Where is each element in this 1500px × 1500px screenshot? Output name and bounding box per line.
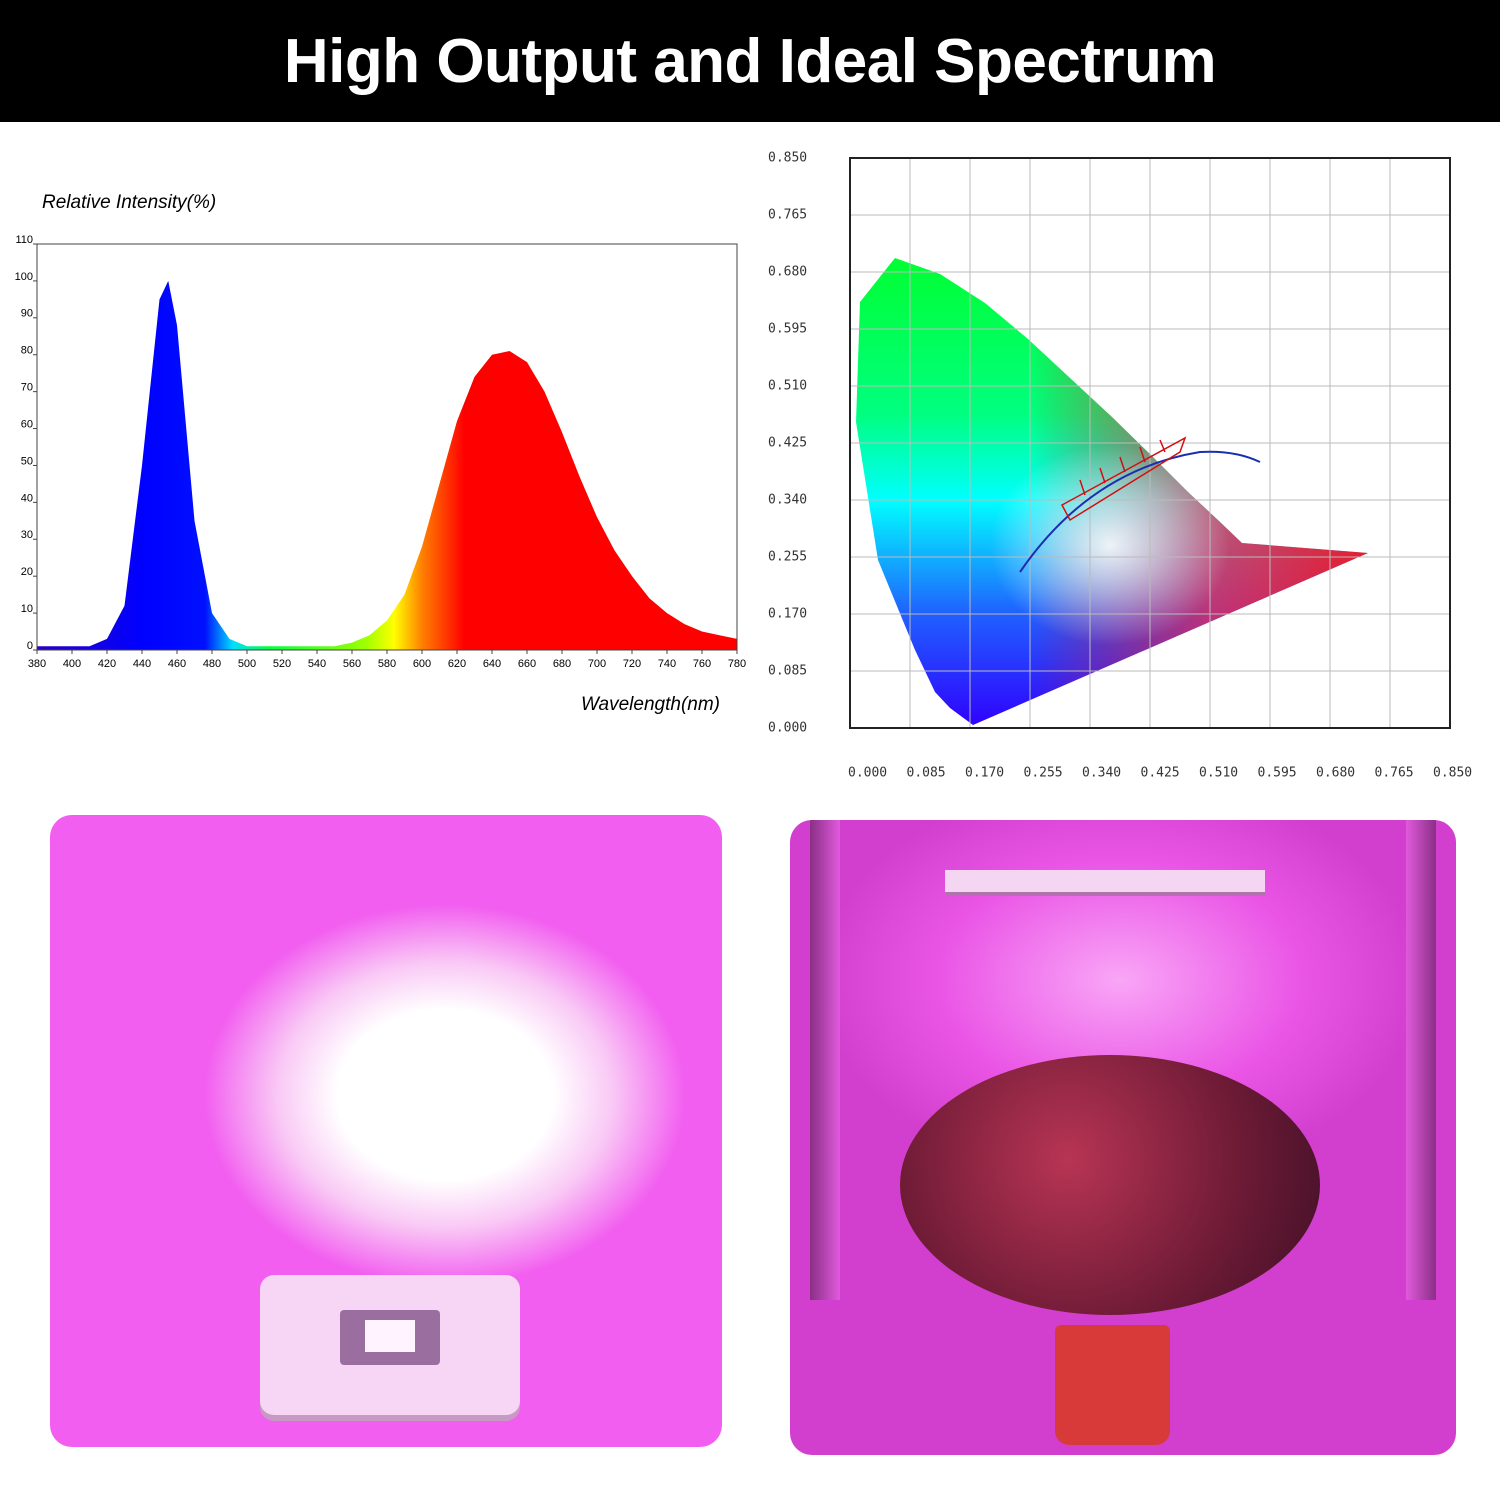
y-tick-label: 100 — [15, 271, 33, 283]
y-tick-label: 70 — [21, 382, 33, 394]
x-tick-label: 460 — [168, 658, 186, 670]
x-tick-label: 0.255 — [1024, 766, 1063, 781]
y-tick-label: 0.085 — [768, 664, 807, 679]
x-tick-label: 700 — [588, 658, 606, 670]
x-tick-label: 780 — [728, 658, 746, 670]
x-tick-label: 400 — [63, 658, 81, 670]
lamp-panel — [945, 870, 1265, 892]
gamut-white — [990, 445, 1230, 645]
x-tick-label: 0.850 — [1433, 766, 1472, 781]
x-tick-label: 480 — [203, 658, 221, 670]
y-tick-label: 0.255 — [768, 550, 807, 565]
x-tick-label: 0.680 — [1316, 766, 1355, 781]
x-tick-label: 500 — [238, 658, 256, 670]
photo-lamp — [50, 815, 722, 1447]
x-tick-label: 740 — [658, 658, 676, 670]
y-tick-label: 90 — [21, 308, 33, 320]
y-tick-label: 30 — [21, 529, 33, 541]
x-tick-label: 640 — [483, 658, 501, 670]
y-tick-label: 0.510 — [768, 379, 807, 394]
x-tick-label: 560 — [343, 658, 361, 670]
tent-right — [1406, 820, 1436, 1300]
y-axis-label: Relative Intensity(%) — [42, 192, 216, 213]
x-tick-label: 380 — [28, 658, 46, 670]
x-tick-label: 760 — [693, 658, 711, 670]
x-axis-label: Wavelength(nm) — [581, 694, 720, 715]
x-tick-label: 580 — [378, 658, 396, 670]
y-tick-label: 0.850 — [768, 151, 807, 166]
x-tick-label: 680 — [553, 658, 571, 670]
x-tick-label: 660 — [518, 658, 536, 670]
y-tick-label: 0.765 — [768, 208, 807, 223]
y-tick-label: 0.170 — [768, 607, 807, 622]
x-tick-label: 0.510 — [1199, 766, 1238, 781]
x-tick-label: 0.340 — [1082, 766, 1121, 781]
page-title: High Output and Ideal Spectrum — [0, 0, 1500, 122]
x-tick-label: 0.000 — [848, 766, 887, 781]
x-tick-label: 420 — [98, 658, 116, 670]
y-tick-label: 0.425 — [768, 436, 807, 451]
y-tick-label: 50 — [21, 455, 33, 467]
x-tick-label: 0.595 — [1258, 766, 1297, 781]
x-tick-label: 720 — [623, 658, 641, 670]
photo-plant — [790, 820, 1456, 1455]
lamp-led — [365, 1320, 415, 1352]
x-tick-label: 520 — [273, 658, 291, 670]
y-tick-label: 0 — [27, 640, 33, 652]
plot-frame — [849, 157, 1451, 729]
x-tick-label: 600 — [413, 658, 431, 670]
plant-foliage — [900, 1055, 1320, 1315]
ansi-boxes — [1060, 436, 1187, 522]
x-tick-label: 620 — [448, 658, 466, 670]
y-tick-label: 110 — [15, 234, 33, 246]
x-tick-label: 0.425 — [1141, 766, 1180, 781]
x-tick-label: 0.765 — [1375, 766, 1414, 781]
spectrum-area — [37, 280, 737, 650]
y-tick-label: 0.680 — [768, 265, 807, 280]
y-tick-label: 0.000 — [768, 721, 807, 736]
y-tick-label: 80 — [21, 345, 33, 357]
y-tick-label: 0.595 — [768, 322, 807, 337]
plant-pot — [1055, 1325, 1170, 1445]
x-tick-label: 440 — [133, 658, 151, 670]
planck-locus — [1019, 450, 1261, 573]
x-tick-label: 0.170 — [965, 766, 1004, 781]
y-tick-label: 20 — [21, 566, 33, 578]
y-tick-label: 10 — [21, 603, 33, 615]
x-tick-label: 0.085 — [907, 766, 946, 781]
x-tick-label: 540 — [308, 658, 326, 670]
y-tick-label: 40 — [21, 492, 33, 504]
tent-left — [810, 820, 840, 1300]
y-tick-label: 60 — [21, 418, 33, 430]
y-tick-label: 0.340 — [768, 493, 807, 508]
